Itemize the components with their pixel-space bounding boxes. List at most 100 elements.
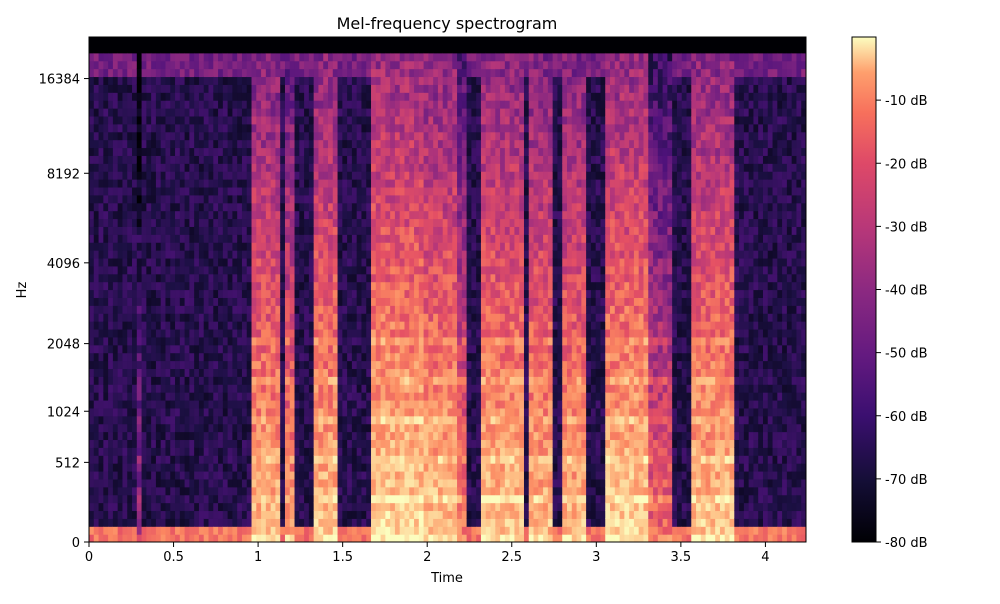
heatmap-cell [366, 60, 372, 70]
heatmap-cell [280, 44, 286, 54]
heatmap-cell [399, 336, 406, 346]
heatmap-cell [232, 336, 238, 346]
heatmap-cell [404, 344, 410, 354]
heatmap-cell [141, 360, 147, 370]
heatmap-cell [394, 470, 401, 480]
heatmap-cell [151, 360, 157, 370]
heatmap-cell [222, 447, 229, 456]
heatmap-cell [122, 407, 128, 417]
heatmap-cell [222, 313, 229, 322]
heatmap-cell [371, 297, 377, 306]
heatmap-cell [103, 84, 109, 93]
heatmap-cell [103, 423, 109, 433]
heatmap-cell [227, 518, 233, 527]
heatmap-cell [203, 368, 210, 377]
heatmap-cell [127, 486, 133, 496]
heatmap-cell [203, 360, 210, 370]
heatmap-cell [127, 257, 133, 267]
heatmap-cell [146, 131, 152, 141]
heatmap-cell [337, 447, 343, 456]
heatmap-cell [184, 92, 190, 101]
heatmap-cell [151, 37, 157, 46]
heatmap-cell [375, 470, 382, 480]
heatmap-cell [457, 100, 463, 109]
heatmap-cell [447, 155, 453, 164]
heatmap-cell [280, 147, 286, 156]
heatmap-cell [208, 423, 214, 433]
heatmap-cell [270, 305, 277, 314]
heatmap-cell [452, 289, 458, 298]
heatmap-cell [208, 328, 214, 338]
heatmap-cell [270, 486, 277, 496]
heatmap-cell [103, 431, 109, 441]
heatmap-cell [294, 384, 300, 393]
heatmap-cell [89, 431, 95, 441]
heatmap-cell [98, 273, 104, 283]
heatmap-cell [222, 431, 229, 441]
heatmap-cell [232, 447, 238, 456]
heatmap-cell [175, 376, 181, 385]
heatmap-cell [222, 37, 229, 46]
heatmap-cell [218, 37, 224, 46]
heatmap-cell [122, 273, 128, 283]
heatmap-cell [127, 360, 133, 370]
heatmap-cell [423, 242, 429, 251]
heatmap-cell [385, 510, 391, 519]
heatmap-cell [390, 478, 396, 488]
heatmap-cell [132, 186, 138, 196]
heatmap-cell [366, 344, 372, 354]
heatmap-cell [351, 518, 358, 527]
heatmap-cell [175, 344, 181, 354]
heatmap-cell [375, 463, 382, 472]
heatmap-cell [261, 305, 267, 314]
heatmap-cell [351, 399, 358, 409]
heatmap-cell [184, 518, 190, 527]
heatmap-cell [175, 384, 181, 393]
heatmap-cell [447, 37, 453, 46]
heatmap-cell [222, 115, 229, 125]
heatmap-cell [437, 147, 444, 156]
heatmap-cell [404, 210, 410, 220]
heatmap-cell [332, 352, 339, 362]
heatmap-cell [117, 368, 124, 377]
heatmap-cell [208, 37, 214, 46]
heatmap-cell [218, 60, 224, 70]
heatmap-cell [270, 360, 277, 370]
heatmap-cell [112, 399, 119, 409]
heatmap-cell [347, 265, 353, 275]
heatmap-cell [418, 250, 425, 259]
heatmap-cell [213, 455, 219, 464]
heatmap-cell [251, 250, 257, 259]
heatmap-cell [299, 470, 305, 480]
heatmap-cell [390, 92, 396, 101]
heatmap-cell [409, 407, 415, 417]
heatmap-cell [380, 305, 386, 314]
heatmap-cell [184, 392, 190, 401]
heatmap-cell [399, 115, 406, 125]
heatmap-cell [404, 407, 410, 417]
heatmap-cell [294, 502, 300, 512]
heatmap-cell [151, 250, 157, 259]
heatmap-cell [437, 486, 444, 496]
heatmap-cell [227, 60, 233, 70]
heatmap-cell [294, 171, 300, 180]
heatmap-cell [361, 368, 367, 377]
heatmap-cell [390, 384, 396, 393]
heatmap-cell [328, 321, 334, 330]
heatmap-cell [122, 447, 128, 456]
heatmap-cell [93, 478, 100, 488]
heatmap-cell [256, 415, 262, 425]
heatmap-cell [270, 321, 277, 330]
heatmap-cell [337, 257, 343, 267]
heatmap-cell [251, 108, 257, 117]
heatmap-cell [457, 139, 463, 149]
heatmap-cell [452, 202, 458, 212]
heatmap-cell [323, 463, 329, 472]
heatmap-cell [366, 115, 372, 125]
heatmap-cell [108, 44, 114, 54]
heatmap-cell [390, 242, 396, 251]
heatmap-cell [141, 163, 147, 172]
heatmap-cell [380, 526, 386, 535]
heatmap-cell [270, 494, 277, 504]
heatmap-cell [256, 502, 262, 512]
